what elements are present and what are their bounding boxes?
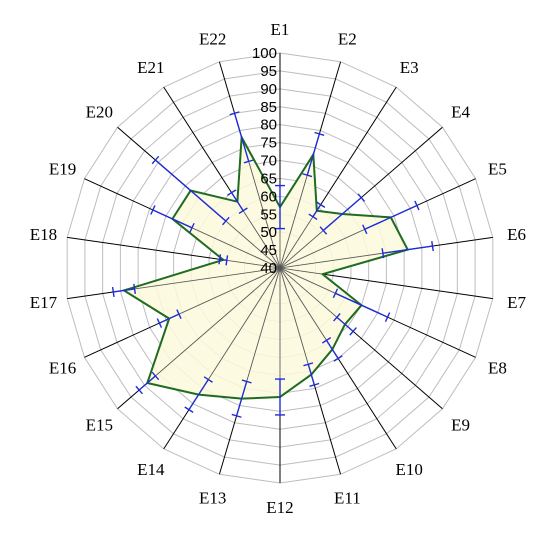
axis-label-E13: E13 (199, 488, 226, 507)
tick-label-85: 85 (260, 99, 277, 116)
axis-label-E7: E7 (507, 293, 526, 312)
error-bar-E5 (362, 200, 420, 235)
axis-label-E5: E5 (488, 160, 507, 179)
data-area (121, 133, 410, 400)
error-bar-E21 (226, 189, 248, 215)
error-bar-E11 (303, 362, 320, 387)
tick-label-75: 75 (260, 135, 277, 152)
tick-label-45: 45 (260, 242, 277, 259)
inner-spoke-E7 (279, 267, 323, 275)
inner-spoke-E11 (279, 267, 312, 375)
inner-spoke-E13 (241, 267, 281, 399)
axis-label-E1: E1 (271, 20, 290, 39)
inner-spoke-E21 (237, 201, 281, 269)
tick-label-40: 40 (260, 260, 277, 277)
tick-label-80: 80 (260, 117, 277, 134)
error-bar-E4 (319, 193, 366, 235)
axis-label-E8: E8 (488, 358, 507, 377)
error-bar-E8 (332, 288, 391, 322)
axis-label-E2: E2 (338, 30, 357, 49)
axis-label-E14: E14 (137, 460, 165, 479)
error-bar-E15 (135, 371, 160, 395)
axis-label-E21: E21 (137, 58, 164, 77)
axis-label-E3: E3 (400, 58, 419, 77)
axis-label-E19: E19 (49, 160, 76, 179)
tick-label-95: 95 (260, 63, 277, 80)
axis-label-E4: E4 (451, 102, 470, 121)
axis-label-E20: E20 (86, 102, 113, 121)
tick-label-50: 50 (260, 224, 277, 241)
axis-label-E16: E16 (49, 358, 76, 377)
axis-labels: E1 E2 E3 E4 E5 E6 E7 E8 E9 E10 E11 E12 E13 E14 E15 E16 E… (30, 20, 527, 517)
tick-label-100: 100 (252, 45, 277, 62)
inner-spoke-E16 (169, 267, 281, 319)
tick-label-90: 90 (260, 81, 277, 98)
axis-label-E6: E6 (507, 225, 526, 244)
inner-spoke-E15 (147, 267, 281, 384)
error-bar-E20 (151, 155, 230, 226)
error-bar-E9 (333, 313, 357, 336)
error-bar-E2 (302, 131, 325, 178)
error-bar-E10 (321, 337, 343, 362)
error-bar-E3 (308, 201, 326, 221)
error-bar-E19 (150, 205, 195, 233)
error-bar-E13 (231, 379, 252, 418)
inner-spoke-E14 (198, 267, 281, 395)
error-bar-E12 (275, 378, 285, 416)
error-bar-E17 (111, 283, 136, 298)
inner-spoke-E9 (279, 267, 346, 325)
axis-label-E9: E9 (451, 416, 470, 435)
tick-label-55: 55 (260, 206, 277, 223)
error-bar-E16 (156, 309, 182, 328)
error-bar-E14 (184, 376, 213, 413)
axis-label-E15: E15 (86, 416, 113, 435)
axis-label-E12: E12 (266, 498, 293, 517)
error-bars (111, 111, 434, 418)
tick-label-60: 60 (260, 188, 277, 205)
tick-label-70: 70 (260, 153, 277, 170)
axis-label-E10: E10 (396, 460, 423, 479)
inner-spoke-E18 (223, 259, 281, 269)
axis-label-E11: E11 (334, 488, 361, 507)
inner-spoke-E10 (279, 267, 333, 350)
inner-spoke-E17 (123, 267, 281, 291)
axis-label-E22: E22 (199, 30, 226, 49)
error-bar-E1 (275, 184, 285, 230)
error-bar-E6 (381, 241, 434, 259)
tick-label-65: 65 (260, 170, 277, 187)
data-area-fill (123, 137, 408, 399)
axis-label-E18: E18 (30, 225, 57, 244)
inner-spoke-E3 (279, 210, 318, 269)
error-bar-E18 (218, 254, 229, 266)
error-bar-E22 (229, 111, 254, 164)
axis-label-E17: E17 (30, 293, 58, 312)
